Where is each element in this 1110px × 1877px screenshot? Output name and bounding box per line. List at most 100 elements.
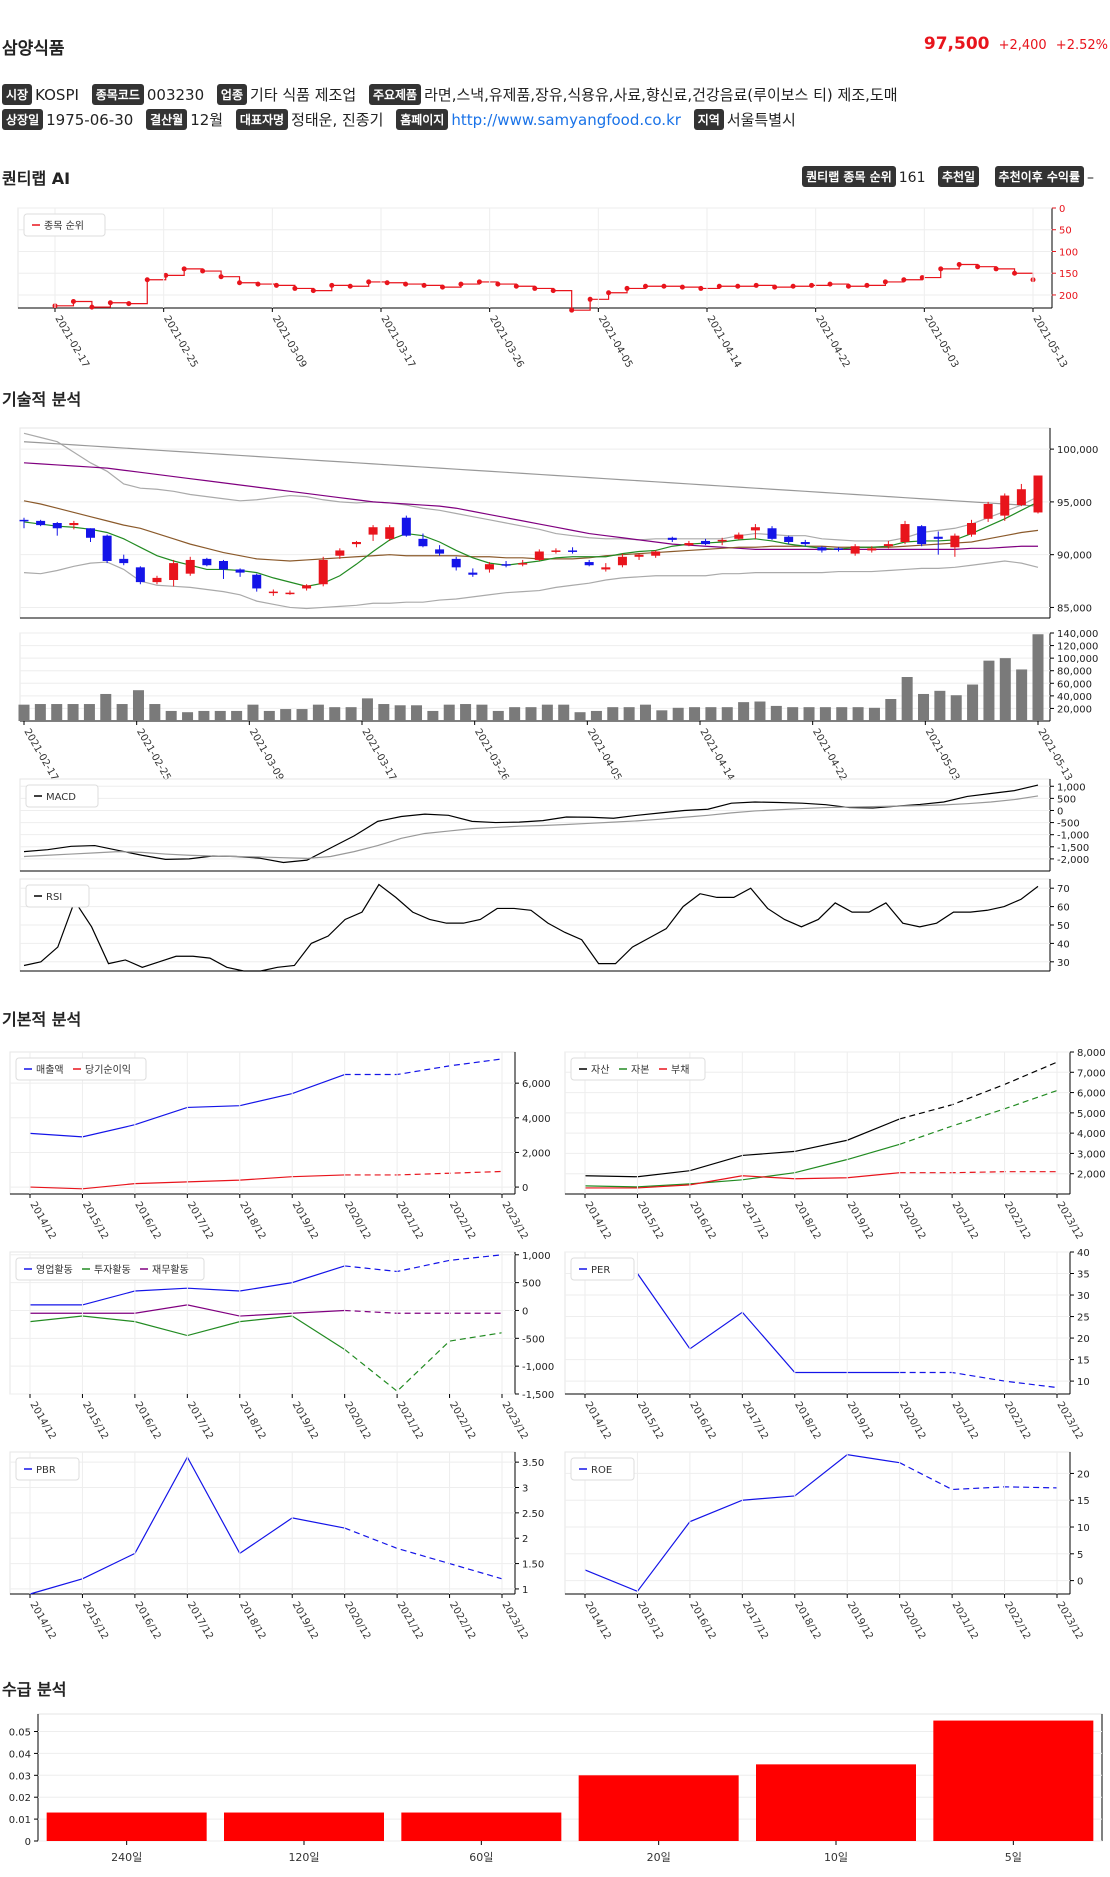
y-tick-label: 0.01: [9, 1815, 31, 1826]
volume-bar: [443, 704, 455, 721]
legend-box: [23, 213, 106, 237]
x-tick-label: 2019/12: [845, 1600, 875, 1641]
tag-products: 주요제품: [368, 84, 422, 105]
candle-down: [19, 519, 29, 522]
forecast-line: [899, 1371, 1058, 1389]
y-tick-label: 1,000: [522, 1251, 551, 1262]
candle-up: [69, 523, 79, 526]
rank-point: [882, 279, 888, 285]
value-region: 서울특별시: [726, 111, 796, 129]
rank-point: [532, 285, 538, 291]
candle-down: [119, 558, 129, 564]
x-tick-label: 2020/12: [897, 1600, 927, 1641]
volume-bar: [607, 707, 619, 721]
y-tick-label: 0: [522, 1183, 528, 1194]
volume-bar: [345, 707, 357, 721]
x-tick-label: 2021-03-09: [270, 314, 309, 370]
candle-up: [1016, 489, 1026, 506]
x-tick-label: 2021/12: [395, 1200, 425, 1241]
volume-bar: [836, 707, 848, 721]
rank-chart: 0 50 100 150 200 2021-02-17 2021-02-25 2021-03-…: [17, 204, 1078, 370]
candle-down: [701, 540, 711, 545]
supply-bar: [401, 1812, 562, 1841]
volume-bar: [885, 699, 897, 721]
x-tick-label: 2015/12: [80, 1600, 110, 1641]
rank-point: [292, 285, 298, 291]
volume-bar: [983, 660, 995, 721]
candle-up: [551, 550, 561, 552]
volume-bar: [476, 704, 488, 721]
homepage-link[interactable]: http://www.samyangfood.co.kr: [451, 111, 681, 129]
y-tick-label: 0: [1077, 1577, 1083, 1588]
x-tick-label: 2021-05-03: [922, 314, 961, 370]
x-tick-label: 2015/12: [635, 1200, 665, 1241]
forecast-line: [344, 1332, 503, 1393]
x-tick-label: 2016/12: [132, 1400, 162, 1441]
x-tick-label: 2021-04-22: [813, 314, 852, 370]
tag-recommend-date: 추천일: [937, 166, 980, 187]
x-tick-label: 2021/12: [395, 1600, 425, 1641]
candle-up: [1033, 475, 1043, 513]
volume-bar: [639, 704, 651, 721]
y-tick-label: 20: [1077, 1469, 1090, 1480]
volume-bar: [918, 693, 930, 721]
tag-ceo: 대표자명: [235, 109, 289, 130]
legend-entry: 투자활동: [94, 1263, 131, 1276]
value-rank: 161: [898, 170, 926, 186]
x-tick-label: 2021/12: [950, 1400, 980, 1441]
candle-up: [169, 563, 179, 580]
x-tick-label: 2018/12: [237, 1200, 267, 1241]
rank-point: [587, 296, 593, 302]
x-tick-label: 2015/12: [635, 1600, 665, 1641]
candle-down: [202, 558, 212, 566]
volume-bar: [541, 704, 553, 721]
legend-box: [25, 784, 99, 808]
rank-point: [126, 301, 132, 307]
section-tech-title: 기술적 분석: [2, 390, 82, 409]
y-tick-label: 6,000: [1077, 1089, 1106, 1100]
volume-bar: [51, 704, 63, 721]
y-tick-label: 70: [1057, 884, 1070, 895]
x-tick-label: 2020/12: [342, 1600, 372, 1641]
candle-down: [667, 537, 677, 540]
company-info-row-2: 상장일 1975-06-30 결산월 12월 대표자명 정태운, 진종기 홈페이지 ht…: [2, 109, 804, 130]
x-tick-label: 10일: [824, 1850, 848, 1864]
x-tick-label: 2014/12: [27, 1400, 57, 1441]
rank-point: [864, 282, 870, 288]
y-tick-label: 30: [1077, 1291, 1090, 1302]
y-tick-label: 0.05: [9, 1728, 31, 1739]
x-tick-label: 2021-04-14: [704, 314, 743, 370]
y-tick-label: 3: [522, 1484, 528, 1495]
candle-down: [817, 547, 827, 551]
plot-frame: [9, 1451, 516, 1595]
supply-bar: [933, 1720, 1094, 1841]
volume-bar: [574, 712, 586, 721]
rank-point: [642, 283, 648, 289]
value-listing-date: 1975-06-30: [46, 111, 134, 129]
x-tick-label: 2020/12: [897, 1400, 927, 1441]
rank-point: [661, 283, 667, 289]
tag-fiscal-month: 결산월: [146, 109, 188, 130]
candle-down: [468, 572, 478, 575]
y-tick-label: -2,000: [1057, 855, 1089, 866]
volume-bar: [67, 704, 79, 721]
x-tick-label: 240일: [111, 1850, 142, 1864]
y-tick-label: 20: [1077, 1334, 1090, 1345]
tag-return: 추천이후 수익률: [994, 166, 1084, 187]
volume-bar: [280, 709, 292, 721]
supply-bar: [46, 1812, 207, 1841]
supply-bar: [756, 1764, 916, 1841]
company-info-row-1: 시장 KOSPI 종목코드 003230 업종 기타 식품 제조업 주요제품 라면,스낵…: [2, 84, 906, 105]
rank-point: [772, 284, 778, 290]
legend-entry: 종목 순위: [44, 219, 84, 232]
y-tick-label: 0: [1059, 204, 1065, 215]
candle-down: [435, 549, 445, 554]
x-tick-label: 2021-04-05: [596, 314, 635, 370]
y-tick-label: 15: [1077, 1496, 1090, 1507]
rank-point: [181, 266, 187, 272]
ai-stats: 퀀티랩 종목 순위 161 추천일 추천이후 수익률 –: [802, 166, 1102, 187]
y-tick-label: 30: [1057, 958, 1070, 969]
rank-point: [70, 298, 76, 304]
rank-point: [273, 282, 279, 288]
value-industry: 기타 식품 제조업: [250, 86, 357, 104]
